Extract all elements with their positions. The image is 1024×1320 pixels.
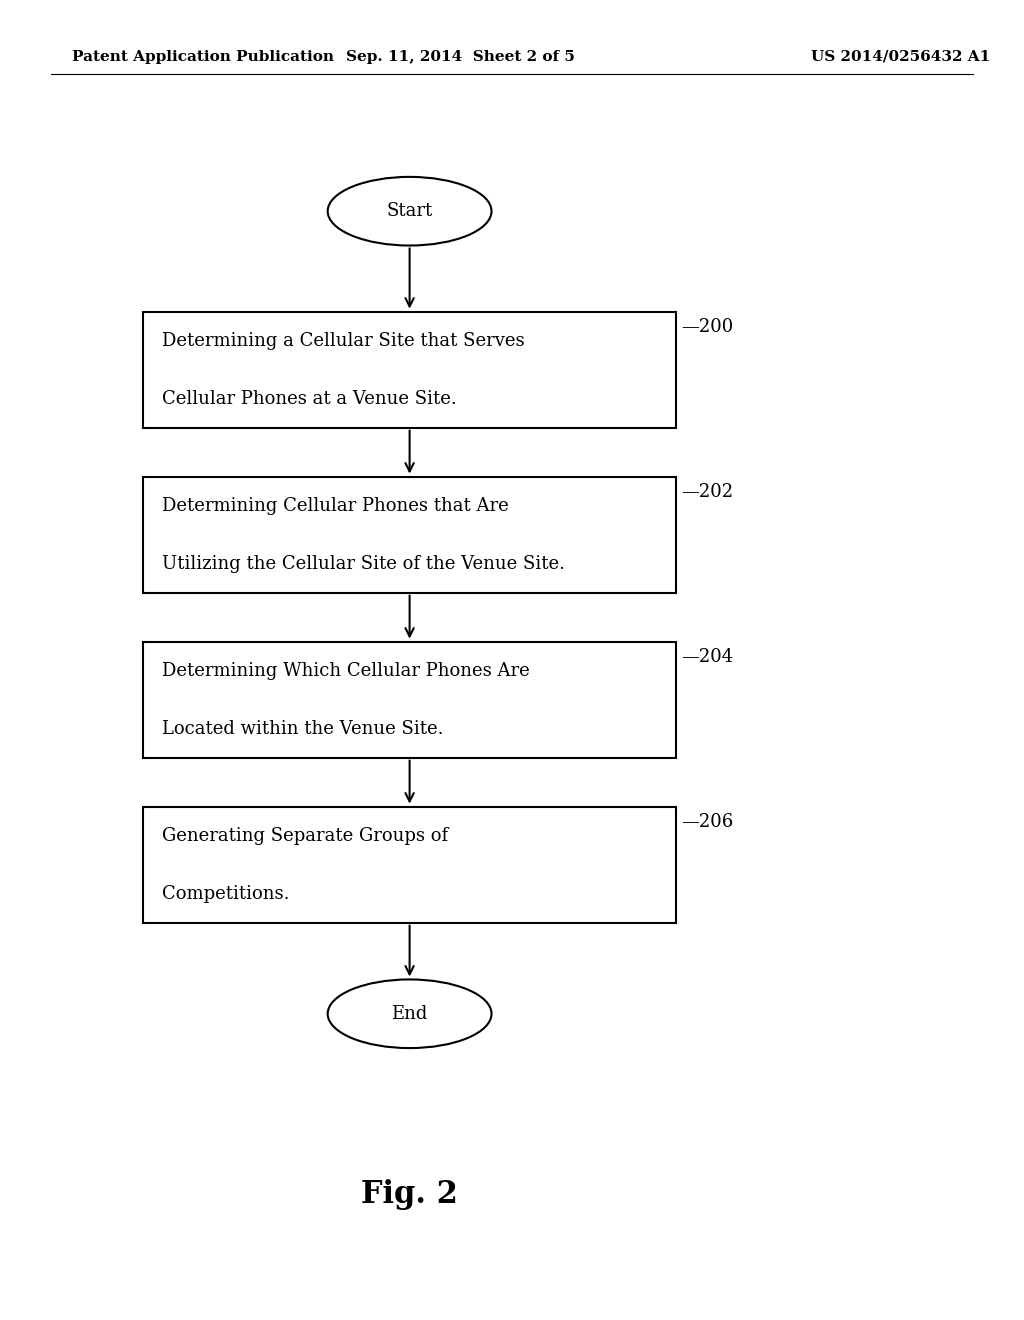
Bar [143,807,676,923]
Bar [143,642,676,758]
Text: Competitions.: Competitions. [162,884,290,903]
Bar [143,312,676,428]
Text: —206: —206 [681,813,733,832]
Text: —202: —202 [681,483,733,502]
Bar [143,477,676,593]
Text: Sep. 11, 2014  Sheet 2 of 5: Sep. 11, 2014 Sheet 2 of 5 [346,50,575,63]
Text: Cellular Phones at a Venue Site.: Cellular Phones at a Venue Site. [162,389,457,408]
Text: Determining Cellular Phones that Are: Determining Cellular Phones that Are [162,496,509,515]
Text: End: End [391,1005,428,1023]
Text: Determining a Cellular Site that Serves: Determining a Cellular Site that Serves [162,331,524,350]
Text: Utilizing the Cellular Site of the Venue Site.: Utilizing the Cellular Site of the Venue… [162,554,565,573]
Text: Generating Separate Groups of: Generating Separate Groups of [162,826,447,845]
Text: Start: Start [386,202,433,220]
Text: Located within the Venue Site.: Located within the Venue Site. [162,719,443,738]
Ellipse shape [328,979,492,1048]
Text: —204: —204 [681,648,733,667]
Text: Patent Application Publication: Patent Application Publication [72,50,334,63]
Ellipse shape [328,177,492,246]
Text: Determining Which Cellular Phones Are: Determining Which Cellular Phones Are [162,661,529,680]
Text: US 2014/0256432 A1: US 2014/0256432 A1 [811,50,991,63]
Text: Fig. 2: Fig. 2 [361,1179,458,1210]
Text: —200: —200 [681,318,733,337]
